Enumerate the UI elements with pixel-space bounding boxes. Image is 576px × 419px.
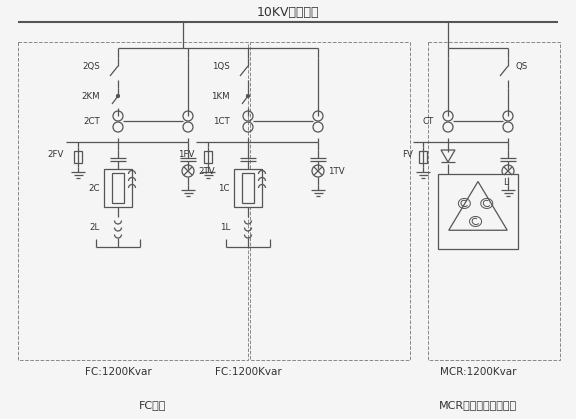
Text: 2FV: 2FV — [48, 150, 64, 158]
Text: 1KM: 1KM — [211, 91, 230, 101]
Text: FC支路: FC支路 — [139, 400, 166, 410]
Text: FC:1200Kvar: FC:1200Kvar — [85, 367, 151, 377]
Bar — [250, 42, 410, 360]
Text: 2L: 2L — [90, 222, 100, 232]
Text: 2QS: 2QS — [82, 62, 100, 70]
Text: 1C: 1C — [218, 184, 230, 192]
Text: QS: QS — [516, 62, 528, 70]
Bar — [234, 169, 262, 207]
Bar — [18, 42, 248, 360]
Bar — [242, 173, 254, 203]
Bar — [438, 174, 518, 249]
Text: 1FV: 1FV — [177, 150, 194, 158]
Text: 2CT: 2CT — [84, 116, 100, 126]
Text: FC:1200Kvar: FC:1200Kvar — [215, 367, 281, 377]
Circle shape — [116, 95, 119, 98]
Text: FV: FV — [402, 150, 413, 158]
Text: 2TV: 2TV — [198, 166, 215, 176]
Bar — [204, 151, 212, 163]
Bar — [428, 42, 560, 360]
Text: MCR磁控式可调电抗器: MCR磁控式可调电抗器 — [439, 400, 517, 410]
Text: 2KM: 2KM — [81, 91, 100, 101]
Circle shape — [247, 95, 249, 98]
Text: 2C: 2C — [89, 184, 100, 192]
Text: 10KV系统母线: 10KV系统母线 — [257, 5, 319, 18]
Text: 1L: 1L — [220, 222, 230, 232]
Text: 1QS: 1QS — [212, 62, 230, 70]
Text: 1CT: 1CT — [213, 116, 230, 126]
Text: L: L — [503, 178, 508, 186]
Text: CT: CT — [423, 116, 434, 126]
Bar — [104, 169, 132, 207]
Bar — [419, 151, 427, 163]
Bar — [112, 173, 124, 203]
Text: MCR:1200Kvar: MCR:1200Kvar — [439, 367, 516, 377]
Text: 1TV: 1TV — [328, 166, 344, 176]
Bar — [74, 151, 82, 163]
